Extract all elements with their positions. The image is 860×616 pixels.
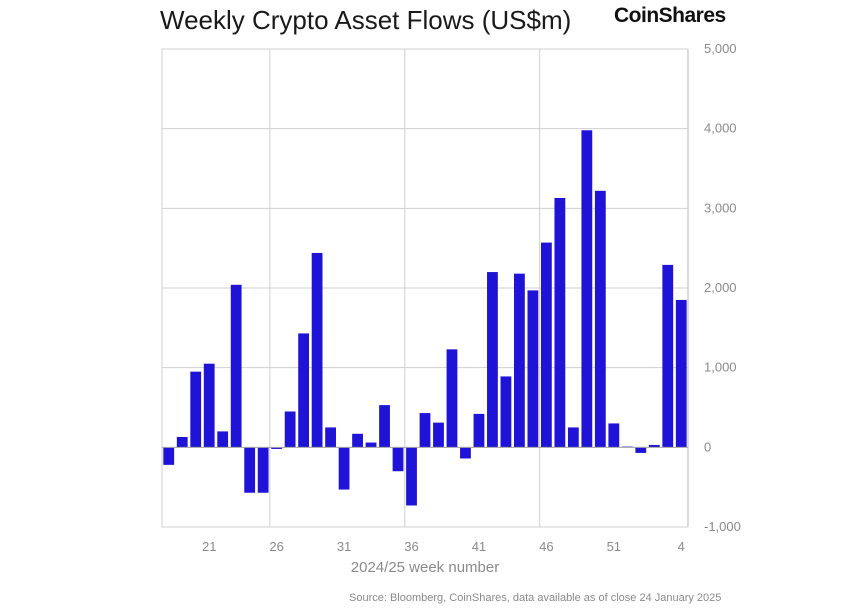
- bar: [594, 190, 606, 448]
- bar: [487, 272, 498, 448]
- bar: [230, 284, 242, 448]
- y-tick-label: 5,000: [704, 41, 737, 56]
- bar: [190, 371, 202, 448]
- bar: [325, 427, 336, 448]
- x-axis-title: 2024/25 week number: [351, 559, 499, 576]
- bar: [554, 197, 566, 448]
- x-tick-label: 46: [539, 539, 553, 554]
- bar: [271, 447, 283, 449]
- y-tick-label: 3,000: [704, 200, 737, 215]
- bar: [540, 242, 552, 448]
- bar: [365, 442, 377, 448]
- y-tick-label: 2,000: [704, 280, 737, 295]
- bar: [244, 447, 256, 493]
- bar: [298, 333, 310, 448]
- bar: [217, 431, 229, 448]
- bar: [662, 264, 674, 448]
- bar: [527, 290, 539, 448]
- bar: [608, 423, 620, 448]
- x-tick-label: 36: [404, 539, 418, 554]
- bar: [163, 447, 175, 465]
- bar: [338, 447, 350, 490]
- x-tick-label: 4: [678, 539, 685, 554]
- bar: [500, 376, 512, 448]
- chart-source: Source: Bloomberg, CoinShares, data avai…: [349, 592, 722, 604]
- axes: [162, 49, 689, 527]
- bar: [675, 299, 687, 448]
- bar: [203, 363, 215, 448]
- bars: [163, 130, 687, 506]
- bar: [257, 447, 269, 493]
- bar: [473, 413, 485, 448]
- x-tick-label: 51: [607, 539, 621, 554]
- bar: [176, 436, 188, 448]
- x-tick-label: 41: [472, 539, 486, 554]
- brand-logo: CoinShares: [614, 4, 726, 27]
- bar: [284, 411, 296, 448]
- x-tick-label: 26: [269, 539, 283, 554]
- bar: [419, 413, 431, 448]
- x-tick-label: 21: [202, 539, 216, 554]
- y-axis-tick-labels: -1,000 0 1,000 2,000 3,000 4,000 5,000: [704, 41, 741, 534]
- x-tick-label: 31: [337, 539, 351, 554]
- x-axis-tick-labels: 21 26 31 36 41 46 51 4: [202, 539, 685, 554]
- bar: [514, 273, 525, 448]
- bar: [392, 447, 404, 472]
- bar: [567, 427, 579, 448]
- y-tick-label: 0: [704, 439, 711, 454]
- chart-title: Weekly Crypto Asset Flows (US$m): [160, 5, 572, 35]
- bar: [446, 349, 458, 448]
- y-tick-label: 4,000: [704, 121, 737, 136]
- y-tick-label: -1,000: [704, 519, 741, 534]
- bar: [379, 405, 390, 448]
- bar: [648, 444, 660, 448]
- bar: [635, 447, 647, 453]
- bar: [460, 447, 471, 459]
- bar: [581, 130, 593, 448]
- bar: [433, 422, 444, 448]
- bar: [311, 252, 323, 448]
- y-tick-label: 1,000: [704, 360, 737, 375]
- bar: [352, 433, 363, 448]
- bar: [406, 447, 417, 506]
